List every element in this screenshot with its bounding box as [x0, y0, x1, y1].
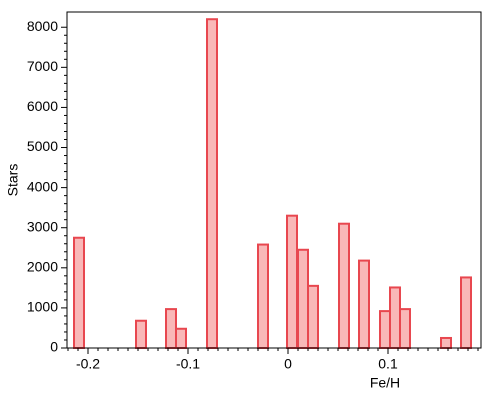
x-axis-label: Fe/H [370, 375, 400, 391]
bar [297, 248, 309, 349]
y-axis-label: Stars [5, 164, 21, 197]
x-tick-label: 0 [284, 356, 292, 372]
bar [338, 222, 350, 349]
x-tick-label: -0.1 [176, 356, 200, 372]
bar [257, 243, 269, 349]
bar [175, 327, 187, 350]
x-tick-label: 0.1 [378, 356, 398, 372]
bar [135, 319, 147, 349]
bar [307, 284, 319, 349]
y-tick-label: 6000 [27, 98, 58, 114]
bar [379, 310, 391, 350]
bar [440, 336, 452, 350]
plot-frame [66, 11, 482, 349]
bar [460, 276, 472, 349]
x-tick-label: -0.2 [76, 356, 100, 372]
bar [358, 259, 370, 349]
y-tick-label: 1000 [27, 299, 58, 315]
y-tick-label: 5000 [27, 138, 58, 154]
y-tick-label: 8000 [27, 18, 58, 34]
y-tick-label: 0 [50, 339, 58, 355]
bar [165, 308, 177, 349]
bar [399, 308, 411, 349]
y-tick-label: 2000 [27, 259, 58, 275]
y-tick-label: 3000 [27, 218, 58, 234]
bar [206, 18, 218, 349]
bar [389, 286, 401, 349]
y-tick-label: 4000 [27, 178, 58, 194]
bar [286, 214, 298, 349]
y-tick-label: 7000 [27, 58, 58, 74]
bar [73, 236, 85, 349]
